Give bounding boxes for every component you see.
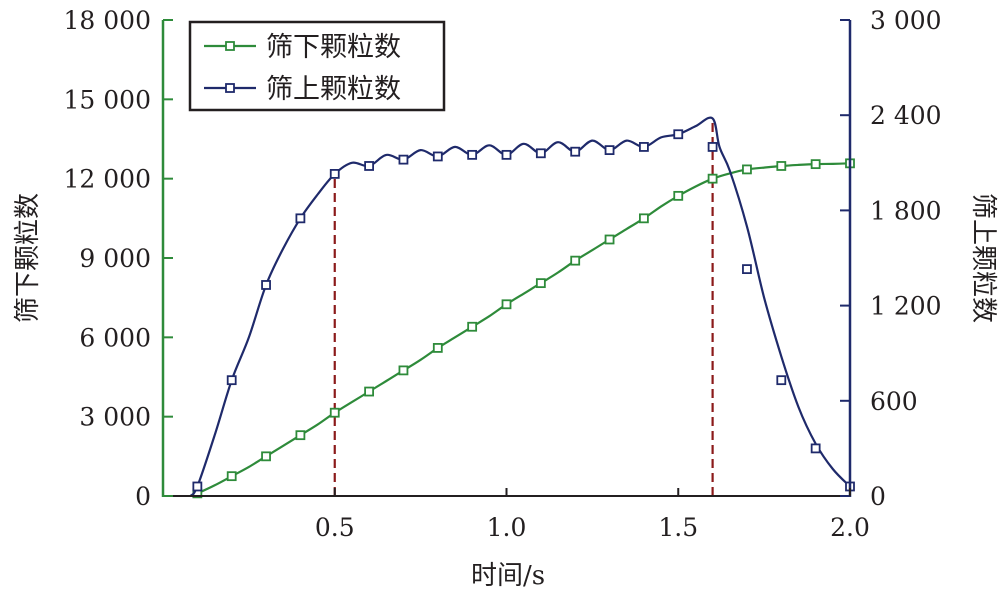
series-1-marker [604, 234, 615, 245]
series-1-marker [295, 430, 306, 441]
left-y-tick-label: 12 000 [64, 165, 151, 194]
series-2-marker [742, 264, 752, 275]
series-1-marker [501, 299, 512, 310]
x-tick-label: 2.0 [830, 513, 870, 542]
series-2-marker [604, 145, 615, 156]
series-line-2 [189, 116, 851, 497]
series-1-marker [776, 161, 787, 171]
x-tick-label: 1.5 [658, 513, 698, 542]
left-y-tick-label: 0 [135, 482, 151, 511]
x-tick-label: 1.0 [487, 513, 527, 542]
series-1-marker [329, 407, 340, 418]
x-axis-title: 时间/s [471, 561, 545, 591]
series-2-marker [329, 169, 340, 179]
series-1-marker [707, 173, 718, 184]
series-1-marker [673, 190, 684, 201]
series-1-marker [432, 343, 443, 353]
series-2-marker [226, 375, 237, 386]
series-line-1 [190, 162, 851, 498]
series-2-marker [467, 149, 478, 160]
right-y-tick-label: 2 400 [870, 101, 942, 130]
legend-label-1: 筛下颗粒数 [266, 32, 401, 63]
series-2-marker [364, 161, 375, 171]
series-2-marker [639, 142, 649, 152]
legend-marker-2 [225, 83, 235, 93]
series-1-marker [364, 386, 375, 397]
x-tick-label: 0.5 [315, 513, 355, 542]
right-y-tick-label: 600 [870, 387, 918, 416]
legend-marker-1 [225, 41, 235, 51]
plot-area [189, 116, 855, 499]
series-2-marker [570, 146, 581, 157]
left-y-tick-label: 9 000 [79, 244, 151, 273]
series-1-marker [570, 255, 581, 266]
series-2-marker [295, 213, 306, 224]
right-y-tick-label: 0 [870, 482, 886, 511]
left-y-tick-label: 3 000 [79, 403, 151, 432]
series-2-marker [192, 481, 203, 492]
series-2-marker [535, 148, 546, 159]
series-1-marker [261, 451, 271, 462]
left-y-tick-label: 18 000 [64, 6, 151, 35]
series-1-marker [467, 321, 478, 332]
right-y-tick-label: 3 000 [870, 6, 942, 35]
series-2-marker [707, 142, 718, 152]
right-y-tick-label: 1 800 [870, 196, 942, 225]
series-2-marker [776, 375, 787, 386]
series-1-marker [810, 159, 821, 170]
series-2-marker [810, 443, 821, 454]
right-y-tick-label: 1 200 [870, 292, 942, 321]
left-y-tick-label: 15 000 [64, 85, 151, 114]
series-2-marker [501, 149, 512, 160]
legend-label-2: 筛上颗粒数 [266, 74, 401, 105]
series-1-marker [398, 365, 409, 376]
axes: 0 3 000 6 000 9 000 12 000 15 000 18 000 0 600 1 … [64, 6, 942, 542]
right-y-axis-title: 筛上颗粒数 [968, 193, 998, 323]
series-1-marker [742, 164, 752, 175]
series-2-marker [673, 129, 684, 140]
series-1-marker [639, 213, 649, 224]
series-2-marker [261, 280, 271, 290]
legend-box [188, 20, 446, 112]
left-y-tick-label: 6 000 [79, 323, 151, 352]
left-y-axis-title: 筛下颗粒数 [13, 193, 43, 323]
series-1-marker [535, 278, 546, 289]
series-2-marker [432, 151, 443, 162]
series-1-marker [226, 471, 237, 482]
series-2-marker [398, 154, 409, 165]
